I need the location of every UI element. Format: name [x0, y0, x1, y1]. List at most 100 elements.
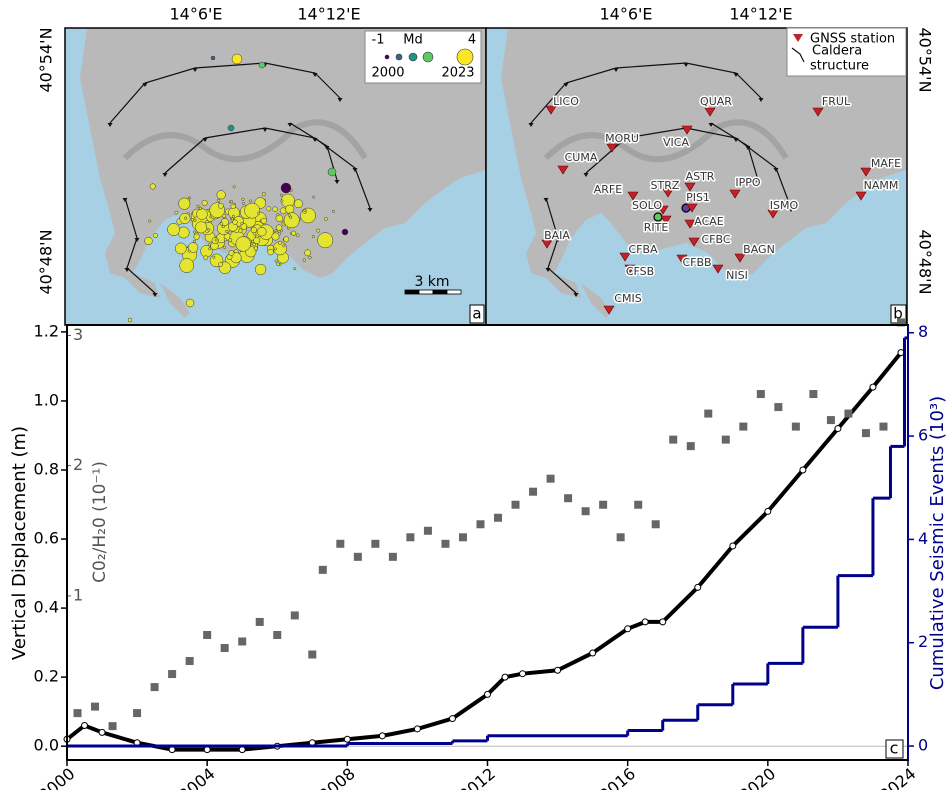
maps: -1Md4200020233 kmabLICOQUARFRULMORUVICAC…	[37, 5, 935, 326]
x-tick-label: 2008	[315, 764, 358, 790]
earthquake	[318, 233, 333, 248]
earthquake	[218, 203, 223, 208]
station-label: RITE	[644, 221, 669, 234]
x-tick-label: 2024	[876, 764, 919, 790]
co2-point	[424, 527, 432, 535]
longitude-label: 14°12'E	[297, 5, 360, 24]
latitude-label: 40°48'N	[916, 229, 935, 294]
co2-point	[354, 553, 362, 561]
co2-point	[599, 501, 607, 509]
earthquake	[245, 203, 260, 218]
co2-point	[459, 533, 467, 541]
co2-point	[151, 683, 159, 691]
legend-symbol	[423, 52, 433, 62]
earthquake	[208, 248, 210, 250]
station-label: ACAE	[694, 215, 724, 228]
station-label: CUMA	[565, 151, 598, 164]
displacement-point	[625, 626, 631, 632]
co2-point	[168, 670, 176, 678]
earthquake	[305, 250, 311, 256]
legend-symbol	[409, 53, 417, 61]
earthquake	[257, 227, 266, 236]
earthquake	[239, 229, 243, 233]
station-label: ARFE	[594, 183, 622, 196]
longitude-label: 14°6'E	[169, 5, 222, 24]
earthquake	[202, 200, 207, 205]
co2-point	[669, 436, 677, 444]
earthquake	[304, 209, 306, 211]
earthquake	[167, 223, 179, 235]
station-label: MORU	[605, 132, 639, 145]
earthquake	[241, 222, 243, 224]
earthquake	[261, 218, 267, 224]
y-axis-title: Vertical Displacement (m)	[9, 426, 30, 660]
co2-point	[476, 520, 484, 528]
earthquake	[220, 222, 223, 225]
co2-point	[617, 533, 625, 541]
displacement-point	[835, 426, 841, 432]
earthquake	[273, 207, 278, 212]
station-label: CFSB	[626, 265, 654, 278]
y-tick-label: 0.4	[34, 598, 59, 617]
earthquake	[186, 299, 194, 307]
earthquake	[204, 256, 208, 260]
co2-point	[547, 475, 555, 483]
displacement-point	[642, 619, 648, 625]
latitude-label: 40°54'N	[916, 27, 935, 92]
co2-point	[687, 442, 695, 450]
scale-bar	[405, 290, 419, 294]
earthquake	[283, 245, 286, 248]
earthquake	[223, 246, 226, 249]
earthquake	[274, 248, 276, 250]
station-label: CMIS	[614, 292, 641, 305]
earthquake	[232, 54, 242, 64]
scale-label: 3 km	[414, 274, 449, 290]
earthquake	[313, 196, 315, 198]
earthquake	[255, 264, 266, 275]
longitude-label: 14°12'E	[729, 5, 792, 24]
figure: -1Md4200020233 kmabLICOQUARFRULMORUVICAC…	[0, 0, 952, 790]
earthquake	[332, 210, 334, 212]
earthquake	[293, 267, 295, 269]
earthquake	[303, 259, 306, 262]
co2-point	[238, 637, 246, 645]
earthquake	[281, 183, 291, 193]
displacement-point	[485, 691, 491, 697]
earthquake	[328, 168, 336, 176]
station-label: LICO	[553, 95, 579, 108]
co2-point	[792, 423, 800, 431]
y-tick-label: 0.2	[34, 667, 59, 686]
y3-tick-label: 1	[73, 585, 83, 604]
legend-label: 4	[468, 33, 476, 48]
earthquake	[229, 250, 234, 255]
earthquake	[254, 247, 258, 251]
legend-symbol	[396, 54, 402, 60]
earthquake	[288, 214, 291, 217]
earthquake	[150, 184, 156, 190]
earthquake	[232, 215, 235, 218]
station-label: BAGN	[743, 243, 775, 256]
co2-point	[757, 390, 765, 398]
co2-point	[308, 651, 316, 659]
y-tick-label: 0.8	[34, 460, 59, 479]
earthquake	[257, 212, 260, 215]
earthquake	[281, 200, 283, 202]
co2-point	[809, 390, 817, 398]
co2-point	[512, 501, 520, 509]
earthquake	[236, 237, 251, 252]
co2-point	[221, 644, 229, 652]
displacement-point	[590, 650, 596, 656]
co2-point	[389, 553, 397, 561]
earthquake	[242, 198, 245, 201]
chart: 0.00.20.40.60.81.01.21230246820002004200…	[9, 318, 948, 790]
earthquake	[149, 220, 152, 223]
displacement-point	[800, 467, 806, 473]
station-label: NISI	[726, 269, 748, 282]
x-tick-label: 2016	[596, 764, 639, 790]
y3-tick-label: 3	[73, 325, 83, 344]
earthquake	[199, 207, 202, 210]
station-label: MAFE	[871, 157, 901, 170]
co2-point	[739, 423, 747, 431]
earthquake	[296, 234, 299, 237]
